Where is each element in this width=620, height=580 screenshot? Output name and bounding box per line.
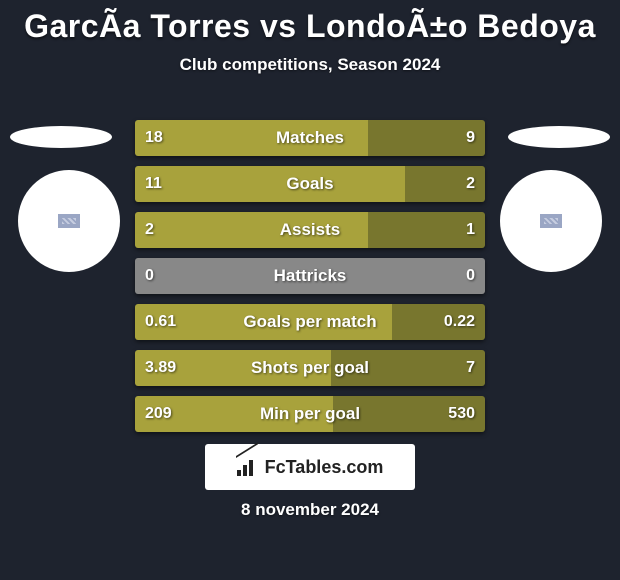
placeholder-image-icon	[540, 214, 562, 228]
watermark: FcTables.com	[205, 444, 415, 490]
date-text: 8 november 2024	[0, 500, 620, 520]
stat-bar-left	[135, 258, 310, 294]
stat-bar-right	[392, 304, 485, 340]
stat-row: Goals per match0.610.22	[135, 304, 485, 340]
watermark-text: FcTables.com	[265, 457, 384, 478]
player-right-ellipse	[508, 126, 610, 148]
stat-bar-right	[405, 166, 486, 202]
stat-row: Shots per goal3.897	[135, 350, 485, 386]
stat-row: Min per goal209530	[135, 396, 485, 432]
stat-bar-left	[135, 120, 368, 156]
stat-bar-right	[368, 212, 485, 248]
stat-bar-left	[135, 350, 331, 386]
stat-bar-left	[135, 212, 368, 248]
stat-bar-left	[135, 166, 405, 202]
stat-bar-left	[135, 304, 392, 340]
stat-bar-right	[333, 396, 485, 432]
chart-icon	[237, 458, 259, 476]
stat-bar-right	[331, 350, 485, 386]
player-left-ellipse	[10, 126, 112, 148]
stat-row: Goals112	[135, 166, 485, 202]
subtitle: Club competitions, Season 2024	[0, 55, 620, 75]
page-title: GarcÃ­a Torres vs LondoÃ±o Bedoya	[0, 0, 620, 45]
stat-bar-right	[368, 120, 485, 156]
player-left-badge	[18, 170, 120, 272]
stat-bar-right	[310, 258, 485, 294]
stats-chart: Matches189 Goals112 Assists21 Hattricks00 Go…	[135, 120, 485, 442]
stat-row: Hattricks00	[135, 258, 485, 294]
stat-bar-left	[135, 396, 333, 432]
placeholder-image-icon	[58, 214, 80, 228]
stat-row: Assists21	[135, 212, 485, 248]
player-right-badge	[500, 170, 602, 272]
stat-row: Matches189	[135, 120, 485, 156]
